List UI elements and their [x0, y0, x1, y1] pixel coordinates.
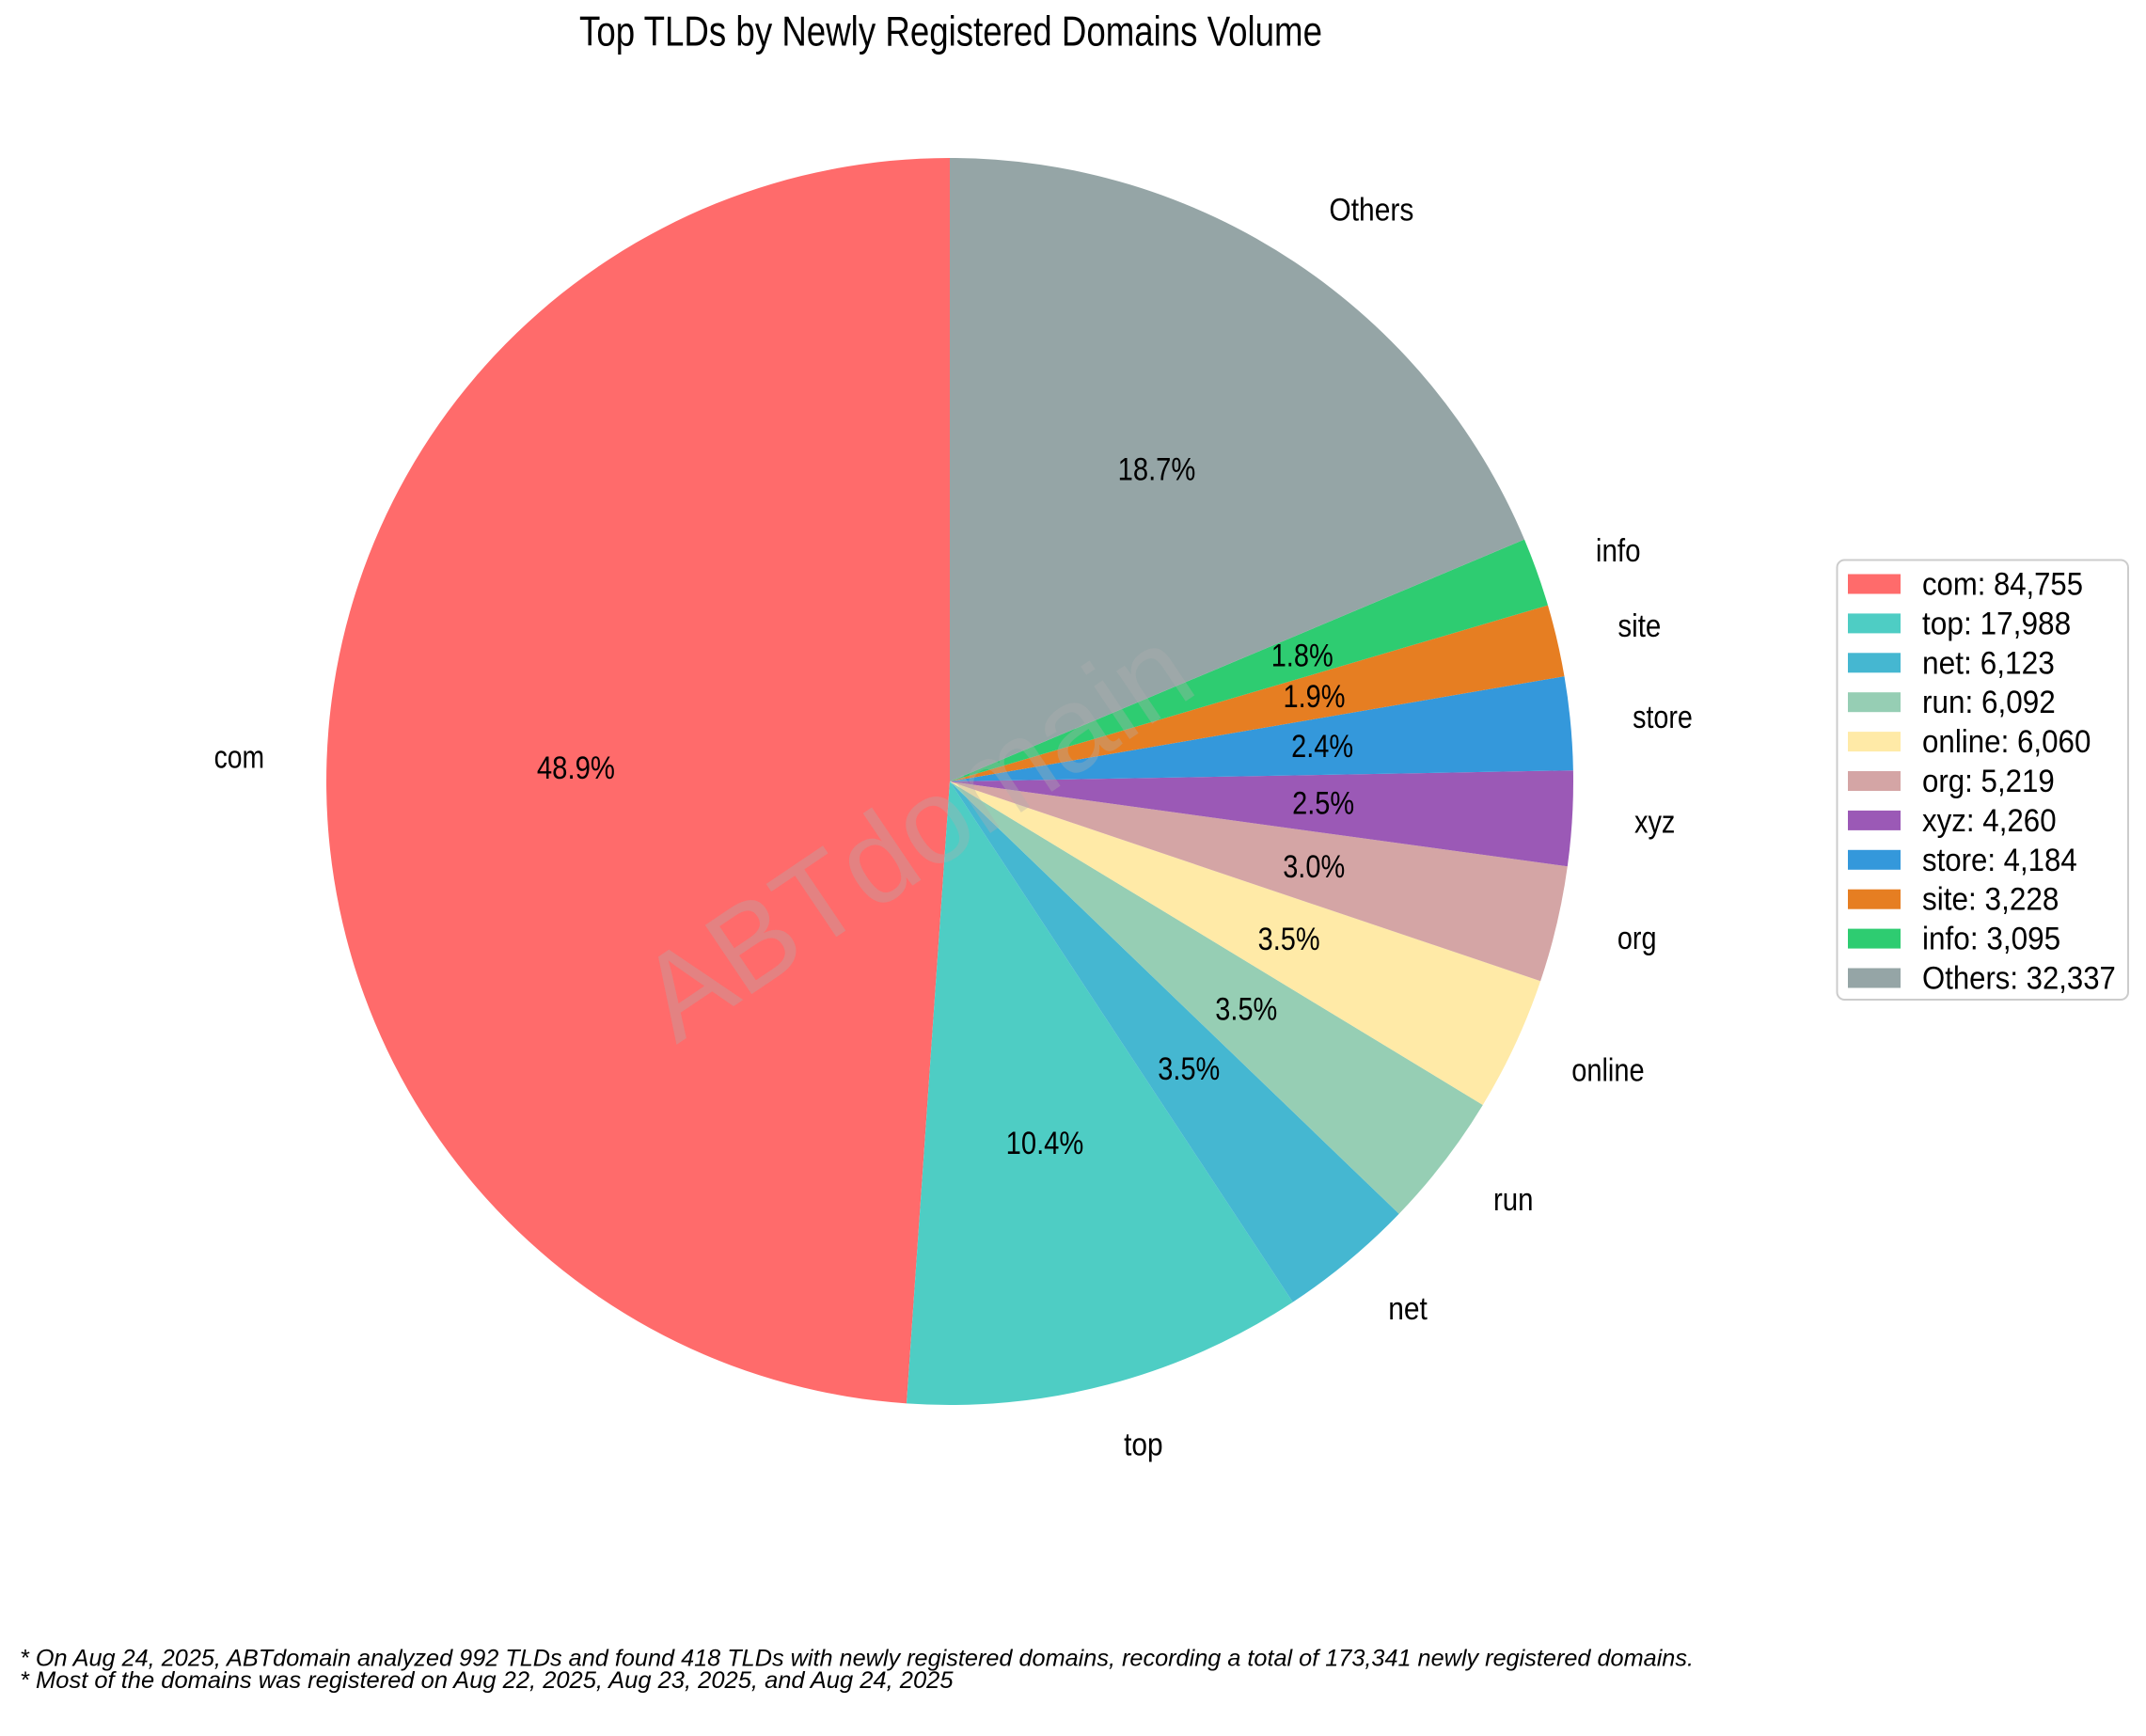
svg-text:site: site [1617, 608, 1661, 644]
svg-text:xyz: xyz [1634, 804, 1675, 840]
svg-text:top: top [1124, 1427, 1163, 1462]
svg-text:2.4%: 2.4% [1291, 729, 1353, 765]
svg-text:info: 3,095: info: 3,095 [1922, 922, 2060, 957]
svg-text:com: 84,755: com: 84,755 [1922, 567, 2083, 603]
svg-text:org: 5,219: org: 5,219 [1922, 764, 2055, 799]
svg-text:10.4%: 10.4% [1006, 1126, 1084, 1161]
svg-text:2.5%: 2.5% [1292, 786, 1354, 822]
svg-text:48.9%: 48.9% [537, 750, 615, 786]
svg-text:3.5%: 3.5% [1215, 992, 1277, 1028]
svg-text:3.5%: 3.5% [1158, 1051, 1220, 1087]
svg-text:Top TLDs by Newly Registered D: Top TLDs by Newly Registered Domains Vol… [579, 9, 1322, 55]
svg-text:net: 6,123: net: 6,123 [1922, 645, 2055, 681]
svg-text:1.8%: 1.8% [1271, 638, 1333, 673]
svg-text:3.0%: 3.0% [1283, 849, 1345, 885]
svg-text:store: 4,184: store: 4,184 [1922, 843, 2077, 878]
svg-text:online: 6,060: online: 6,060 [1922, 724, 2091, 760]
svg-text:3.5%: 3.5% [1258, 922, 1320, 957]
svg-text:run: 6,092: run: 6,092 [1922, 685, 2056, 720]
svg-text:run: run [1493, 1182, 1534, 1218]
svg-text:1.9%: 1.9% [1284, 679, 1346, 715]
svg-text:xyz: 4,260: xyz: 4,260 [1922, 803, 2057, 839]
svg-text:Others: 32,337: Others: 32,337 [1922, 961, 2116, 997]
svg-text:com: com [214, 740, 265, 776]
svg-text:online: online [1571, 1053, 1644, 1089]
svg-text:* Most of the domains was regi: * Most of the domains was registered on … [20, 1667, 954, 1694]
svg-text:Others: Others [1329, 192, 1413, 228]
svg-text:18.7%: 18.7% [1118, 452, 1196, 488]
svg-text:store: store [1633, 700, 1693, 735]
svg-text:net: net [1388, 1291, 1428, 1327]
svg-text:info: info [1596, 533, 1641, 569]
svg-text:top: 17,988: top: 17,988 [1922, 606, 2071, 641]
svg-text:site: 3,228: site: 3,228 [1922, 882, 2059, 918]
svg-text:* On Aug 24, 2025, ABTdomain a: * On Aug 24, 2025, ABTdomain analyzed 99… [20, 1646, 1694, 1672]
svg-text:org: org [1617, 921, 1657, 956]
